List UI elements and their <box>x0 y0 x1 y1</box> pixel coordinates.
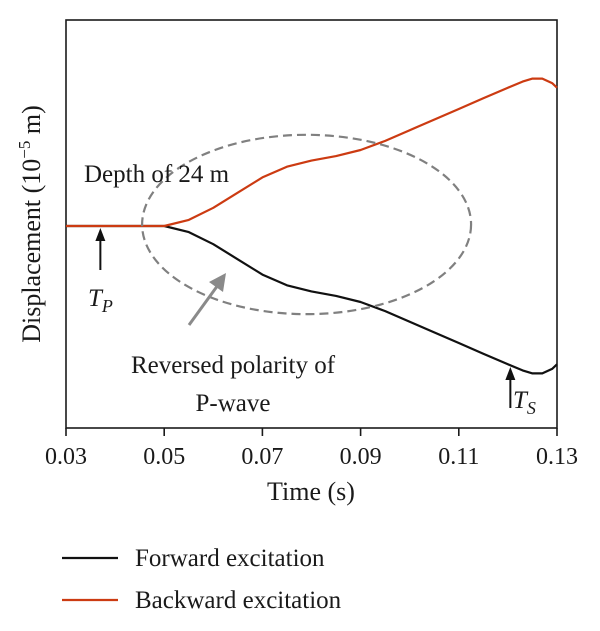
legend-label-forward-excitation: Forward excitation <box>135 545 325 572</box>
x-tick-label-0.09: 0.09 <box>340 444 382 470</box>
x-axis-tick-labels: 0.03 0.05 0.07 0.09 0.11 0.13 <box>45 444 578 470</box>
polarity-arrow-head <box>209 273 226 292</box>
x-tick-label-0.07: 0.07 <box>241 444 283 470</box>
y-axis-label: Displacement (10−5 m) <box>15 105 46 343</box>
annotation-ts-marker: TS <box>505 367 536 418</box>
ts-arrow-head <box>505 367 516 380</box>
polarity-label-line2: P-wave <box>196 390 271 417</box>
annotation-dashed-ellipse <box>141 133 473 316</box>
polarity-arrow-shaft <box>187 284 220 326</box>
ts-label: TS <box>513 387 536 418</box>
plot-frame <box>65 19 558 429</box>
tp-label: TP <box>88 285 113 316</box>
x-tick-label-0.11: 0.11 <box>438 444 479 470</box>
x-axis-label: Time (s) <box>267 477 355 506</box>
polarity-label-line1: Reversed polarity of <box>131 352 336 379</box>
x-tick-label-0.05: 0.05 <box>143 444 185 470</box>
annotation-reversed-polarity: Reversed polarity of P-wave <box>131 273 336 417</box>
annotation-depth-label: Depth of 24 m <box>84 161 230 188</box>
legend: Forward excitation Backward excitation <box>62 545 342 614</box>
x-tick-label-0.03: 0.03 <box>45 444 87 470</box>
legend-label-backward-excitation: Backward excitation <box>135 587 342 614</box>
annotation-tp-marker: TP <box>88 228 113 316</box>
x-axis-ticks <box>65 428 558 436</box>
x-tick-label-0.13: 0.13 <box>536 444 578 470</box>
tp-arrow-head <box>95 228 106 241</box>
series-line-backward-excitation <box>66 77 558 228</box>
